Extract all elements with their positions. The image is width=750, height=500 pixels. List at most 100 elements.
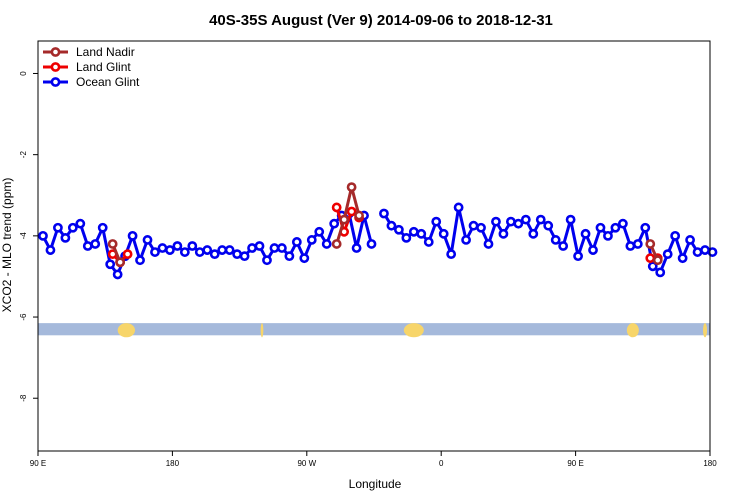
x-axis: 90 E 180 90 W 0 90 E 180: [30, 451, 717, 468]
data-point: [603, 230, 613, 241]
data-point: [670, 230, 681, 241]
y-tick-label: 0: [19, 71, 28, 76]
data-point: [483, 239, 494, 249]
series-layer: [38, 182, 718, 280]
data-point: [239, 251, 250, 262]
data-point: [438, 228, 449, 239]
x-tick-label: 0: [439, 459, 444, 468]
data-point: [122, 249, 133, 260]
data-point: [75, 218, 86, 229]
chart-title: 40S-35S August (Ver 9) 2014-09-06 to 201…: [209, 12, 553, 29]
data-point: [408, 226, 419, 237]
data-point: [520, 214, 531, 225]
data-point: [291, 237, 302, 247]
legend-label: Land Nadir: [76, 45, 135, 59]
data-point: [505, 216, 516, 227]
data-point: [423, 237, 434, 247]
data-point: [115, 257, 126, 268]
data-point: [284, 251, 295, 262]
data-point: [172, 241, 183, 251]
land-band: [38, 323, 710, 338]
data-point: [386, 220, 397, 231]
data-point: [401, 232, 412, 243]
land-patch: [703, 323, 708, 338]
data-point: [354, 210, 364, 221]
data-point: [150, 247, 160, 257]
y-tick-label: -6: [19, 313, 28, 321]
data-point: [269, 243, 280, 253]
data-point: [707, 247, 718, 257]
x-tick-label: 180: [166, 459, 180, 468]
data-point: [331, 202, 342, 213]
data-point: [314, 226, 325, 237]
data-point: [610, 222, 621, 233]
data-point: [38, 230, 48, 241]
legend-marker: [50, 47, 61, 57]
data-point: [446, 249, 457, 260]
y-tick-label: -2: [19, 151, 28, 159]
data-point: [617, 218, 628, 229]
data-point: [550, 235, 561, 245]
ocean-band: [38, 323, 710, 336]
data-point: [700, 245, 710, 255]
data-point: [135, 255, 145, 266]
data-point: [573, 251, 583, 262]
data-point: [107, 239, 118, 249]
data-point: [528, 228, 539, 239]
x-tick-label: 180: [703, 459, 717, 468]
data-point: [346, 182, 357, 193]
data-point: [685, 235, 695, 245]
data-point: [491, 216, 501, 227]
data-point: [142, 235, 153, 245]
data-point: [351, 243, 362, 253]
data-point: [165, 245, 175, 255]
data-point: [461, 235, 471, 245]
data-point: [224, 245, 235, 255]
data-point: [662, 249, 673, 260]
data-point: [468, 220, 479, 231]
data-point: [262, 255, 272, 266]
y-tick-label: -8: [19, 394, 28, 402]
land-patch: [117, 323, 136, 338]
data-point: [647, 261, 658, 272]
data-point: [157, 243, 168, 253]
data-point: [632, 239, 643, 249]
series-land-nadir: [107, 182, 663, 268]
x-tick-label: 90 E: [567, 459, 583, 468]
data-point: [90, 239, 101, 249]
data-point: [558, 241, 569, 251]
data-point: [640, 222, 651, 233]
data-point: [677, 253, 688, 264]
data-point: [209, 249, 220, 260]
x-tick-label: 90 W: [297, 459, 316, 468]
data-point: [179, 247, 190, 257]
data-point: [655, 267, 666, 278]
data-point: [112, 269, 123, 280]
data-point: [321, 239, 332, 249]
data-point: [346, 206, 357, 217]
data-point: [254, 241, 265, 251]
data-point: [247, 243, 257, 253]
data-point: [232, 249, 243, 260]
data-point: [105, 259, 116, 270]
data-point: [543, 220, 554, 231]
data-point: [431, 216, 442, 227]
data-point: [127, 230, 138, 241]
legend-label: Ocean Glint: [76, 75, 140, 89]
data-point: [82, 241, 93, 251]
data-point: [306, 235, 317, 245]
data-point: [45, 245, 56, 255]
data-point: [565, 214, 576, 225]
land-patch: [260, 323, 264, 338]
data-point: [217, 245, 228, 255]
data-point: [277, 243, 287, 253]
y-tick-label: -4: [19, 232, 28, 240]
y-axis-label: XCO2 - MLO trend (ppm): [0, 178, 14, 313]
data-point: [393, 224, 404, 235]
data-point: [453, 202, 464, 213]
data-point: [513, 218, 524, 229]
data-point: [339, 214, 350, 225]
land-patch: [403, 323, 424, 338]
